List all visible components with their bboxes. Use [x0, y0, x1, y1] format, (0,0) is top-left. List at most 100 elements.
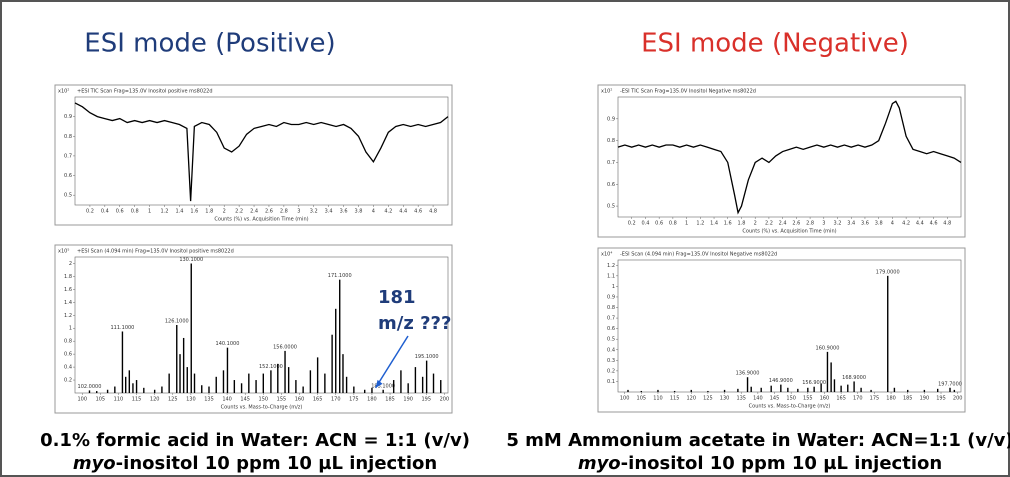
x-tick-label: 155	[277, 397, 287, 403]
caption-italic: myo	[578, 453, 621, 474]
y-tick-label: 1.2	[64, 313, 72, 319]
peak-label: 130.1000	[179, 257, 203, 263]
y-tick-label: 2	[69, 261, 72, 267]
x-tick-label: 110	[653, 396, 663, 402]
right-caption-2: myo-inositol 10 ppm 10 µL injection	[578, 453, 942, 474]
x-tick-label: 195	[421, 397, 431, 403]
annotation-arrow	[374, 335, 409, 389]
x-tick-label: 105	[96, 397, 106, 403]
x-axis-label: Counts (%) vs. Acquisition Time (min)	[742, 229, 836, 235]
x-tick-label: 0.4	[101, 209, 109, 215]
trace-line	[74, 102, 449, 202]
peak-label: 156.0000	[273, 344, 297, 350]
x-tick-label: 145	[770, 396, 780, 402]
x-tick-label: 165	[313, 397, 323, 403]
peak-label: 179.0000	[876, 269, 900, 275]
y-tick-label: 1	[612, 284, 615, 290]
x-tick-label: 4.8	[429, 209, 437, 215]
annotation: m/z ???	[378, 313, 451, 334]
x-tick-label: 0.2	[86, 209, 94, 215]
peak-label: 197.7000	[938, 381, 962, 387]
x-tick-label: 4.2	[384, 209, 392, 215]
x-tick-label: 1.6	[724, 221, 732, 227]
x-tick-label: 185	[385, 397, 395, 403]
plot-area	[617, 96, 962, 218]
x-tick-label: 4.6	[414, 209, 422, 215]
x-tick-label: 190	[403, 397, 413, 403]
x-tick-label: 1.6	[190, 209, 198, 215]
x-axis-label: Counts vs. Mass-to-Charge (m/z)	[749, 404, 831, 410]
x-tick-label: 100	[620, 396, 630, 402]
x-tick-label: 130	[720, 396, 730, 402]
peak-label: 171.1000	[328, 273, 352, 279]
y-tick-label: 1.6	[64, 287, 72, 293]
chart-frame	[54, 84, 453, 226]
y-tick-label: 0.6	[607, 182, 615, 188]
y-tick-label: 0.3	[607, 358, 615, 364]
x-tick-label: 0.2	[628, 221, 636, 227]
x-tick-label: 100	[77, 397, 87, 403]
x-tick-label: 115	[132, 397, 142, 403]
peak-label: 160.9000	[816, 345, 840, 351]
y-tick-label: 0.7	[607, 316, 615, 322]
x-tick-label: 1.8	[205, 209, 213, 215]
y-tick-label: 0.7	[64, 153, 72, 159]
x-tick-label: 180	[886, 396, 896, 402]
chart-header: -ESI Scan (4.094 min) Frag=135.0V Inosit…	[620, 252, 777, 258]
x-tick-label: 150	[259, 397, 269, 403]
caption-text: -inositol 10 ppm 10 µL injection	[621, 453, 943, 474]
x-tick-label: 145	[240, 397, 250, 403]
x-tick-label: 180	[367, 397, 377, 403]
y-tick-label: 0.9	[607, 116, 615, 122]
y-tick-label: 0.8	[64, 339, 72, 345]
x-tick-label: 125	[703, 396, 713, 402]
x-tick-label: 3	[297, 209, 300, 215]
y-multiplier: x10²	[58, 89, 69, 95]
y-tick-label: 0.5	[607, 204, 615, 210]
x-tick-label: 3	[822, 221, 825, 227]
y-tick-label: 0.7	[607, 160, 615, 166]
x-tick-label: 190	[920, 396, 930, 402]
plot-area	[74, 96, 449, 206]
x-tick-label: 3.8	[875, 221, 883, 227]
x-tick-label: 4	[372, 209, 375, 215]
plot-area	[74, 256, 449, 394]
x-tick-label: 2.2	[765, 221, 773, 227]
x-tick-label: 3.4	[325, 209, 333, 215]
x-tick-label: 1.4	[175, 209, 183, 215]
x-tick-label: 4.4	[399, 209, 407, 215]
x-axis-label: Counts vs. Mass-to-Charge (m/z)	[221, 405, 303, 411]
x-tick-label: 1.8	[738, 221, 746, 227]
chart-header: +ESI TIC Scan Frag=135.0V Inositol posit…	[77, 89, 213, 95]
x-tick-label: 195	[936, 396, 946, 402]
y-tick-label: 0.8	[64, 134, 72, 140]
y-tick-label: 0.9	[607, 294, 615, 300]
chart-header: -ESI TIC Scan Frag=135.0V Inositol Negat…	[620, 89, 756, 95]
y-tick-label: 0.2	[64, 378, 72, 384]
y-multiplier: x10⁴	[601, 252, 612, 258]
annotation: 181	[378, 287, 416, 308]
caption-italic: myo	[73, 453, 116, 474]
x-tick-label: 4.8	[943, 221, 951, 227]
x-tick-label: 4.6	[930, 221, 938, 227]
x-tick-label: 3.2	[834, 221, 842, 227]
peak-label: 168.9000	[842, 375, 866, 381]
peak-label: 102.0000	[78, 384, 102, 390]
x-tick-label: 1	[148, 209, 151, 215]
x-tick-label: 140	[753, 396, 763, 402]
x-tick-label: 165	[836, 396, 846, 402]
x-tick-label: 1.2	[696, 221, 704, 227]
left-caption-2: myo-inositol 10 ppm 10 µL injection	[73, 453, 437, 474]
x-tick-label: 200	[440, 397, 450, 403]
x-tick-label: 1	[685, 221, 688, 227]
x-tick-label: 3.6	[340, 209, 348, 215]
x-tick-label: 2.6	[265, 209, 273, 215]
x-tick-label: 150	[786, 396, 796, 402]
x-tick-label: 155	[803, 396, 813, 402]
x-tick-label: 175	[870, 396, 880, 402]
y-tick-label: 0.6	[64, 352, 72, 358]
peak-label: 111.1000	[111, 325, 135, 331]
plot-area	[617, 259, 962, 393]
